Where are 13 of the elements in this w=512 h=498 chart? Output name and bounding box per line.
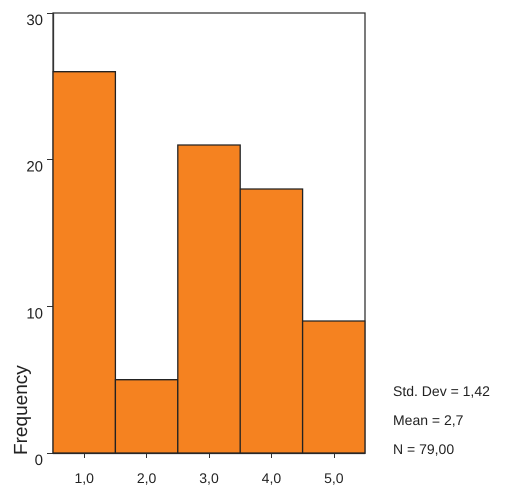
y-tick-label: 10 [26, 305, 43, 322]
x-tick-label: 2,0 [136, 470, 157, 486]
y-tick-label: 20 [26, 158, 43, 176]
y-axis-title: Frequency [11, 364, 32, 455]
y-tick-label: 0 [34, 452, 43, 469]
x-tick-label: 3,0 [199, 470, 219, 486]
text: Std. Dev = 1,42 [393, 383, 490, 399]
text: N = 79,00 [393, 441, 454, 457]
y-tick-label: 30 [26, 12, 43, 29]
x-tick-label: 5,0 [324, 470, 344, 486]
text: Mean = 2,7 [393, 412, 464, 428]
x-tick-label: 1,0 [74, 470, 94, 486]
x-tick-label: 4,0 [262, 470, 282, 486]
